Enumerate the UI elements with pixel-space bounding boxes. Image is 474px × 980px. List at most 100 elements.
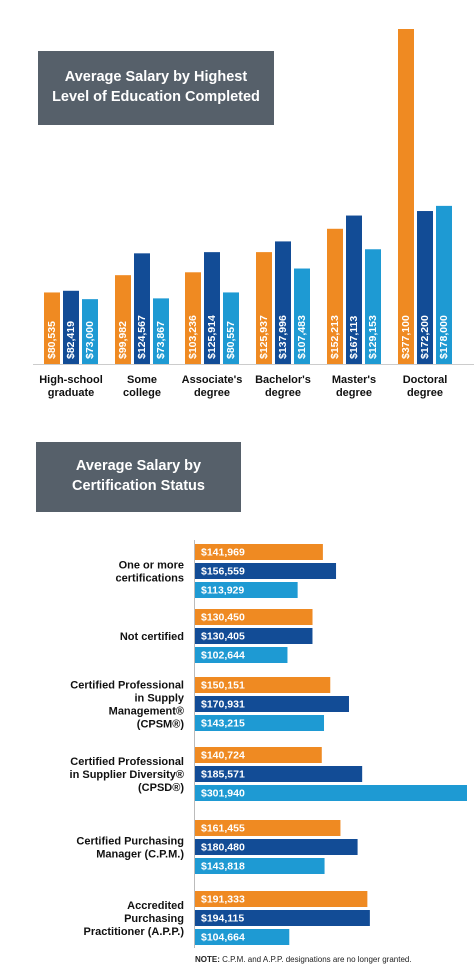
bar (195, 544, 323, 560)
bar (195, 820, 341, 836)
bar (195, 677, 331, 693)
category-label-line: Certified Purchasing (76, 836, 184, 848)
bar (346, 215, 362, 364)
bar (256, 252, 272, 364)
category-label-line: Associate's (182, 374, 243, 386)
category-label: Associate's degree (182, 374, 243, 399)
bar-value-label: $104,664 (201, 931, 245, 943)
bar (195, 910, 370, 926)
note-text: C.P.M. and A.P.P. designations are no lo… (219, 955, 412, 964)
category-label-line: Some (127, 374, 157, 386)
bar (134, 253, 150, 364)
category-label: Master's degree (332, 374, 376, 399)
category-label-line: Doctoral (403, 374, 448, 386)
category-label: Some college (123, 374, 161, 399)
bar (195, 891, 368, 907)
bar-value-label: $185,571 (201, 768, 245, 780)
bar-value-label: $103,236 (187, 315, 199, 359)
category-label-line: Manager (C.P.M.) (96, 849, 184, 861)
bar-value-label: $99,982 (117, 321, 129, 359)
category-label-line: Purchasing (124, 913, 184, 925)
bar (195, 696, 349, 712)
bar-value-label: $156,559 (201, 565, 245, 577)
bar-value-label: $141,969 (201, 546, 245, 558)
bar-value-label: $130,405 (201, 630, 245, 642)
bar-value-label: $107,483 (296, 315, 308, 359)
category-label-line: Certified Professional (70, 680, 184, 692)
chart-note: NOTE: C.P.M. and A.P.P. designations are… (195, 955, 412, 964)
bar (195, 609, 313, 625)
bar-value-label: $152,213 (329, 315, 341, 359)
bar-value-label: $124,567 (136, 315, 148, 359)
bar-value-label: $377,100 (400, 315, 412, 359)
category-label-line: graduate (48, 387, 94, 399)
category-label-line: in Supplier Diversity® (70, 769, 184, 781)
bar (365, 249, 381, 364)
bar (195, 766, 363, 782)
category-label-line: Practitioner (A.P.P.) (84, 926, 185, 938)
category-label-line: One or more (119, 560, 184, 572)
bar-value-label: $194,115 (201, 912, 244, 924)
category-label: Doctoral degree (403, 374, 448, 399)
bar-value-label: $113,929 (201, 584, 244, 596)
category-label: High-school graduate (39, 374, 103, 399)
category-label-line: in Supply (135, 693, 185, 705)
category-label-line: degree (194, 387, 230, 399)
bar-value-label: $167,113 (348, 316, 360, 359)
bar-value-label: $161,455 (201, 822, 245, 834)
bar-value-label: $180,480 (201, 841, 245, 853)
bar-value-label: $191,333 (201, 893, 245, 905)
category-label: One or more certifications (116, 560, 184, 585)
bar-value-label: $80,557 (225, 321, 237, 359)
bar (223, 292, 239, 364)
category-label-line: (CPSD®) (138, 782, 184, 794)
note-label: NOTE: (195, 955, 220, 964)
bar (195, 715, 325, 731)
bar (327, 228, 343, 364)
category-label-line: Management® (109, 706, 184, 718)
bar (44, 292, 60, 364)
category-label: Not certified (120, 631, 184, 643)
bar (153, 298, 169, 364)
education-chart-title: Average Salary by Highest Level of Educa… (38, 51, 274, 125)
bar (195, 628, 313, 644)
bar (204, 252, 220, 364)
bar-value-label: $301,940 (201, 787, 245, 799)
bar-value-label: $137,996 (277, 315, 289, 359)
category-label-line: Bachelor's (255, 374, 311, 386)
bar-value-label: $170,931 (201, 698, 245, 710)
bar (195, 858, 325, 874)
bar-value-label: $150,151 (201, 679, 245, 691)
bar (195, 647, 288, 663)
bar-value-label: $143,818 (201, 860, 245, 872)
category-label: Certified Purchasing Manager (C.P.M.) (76, 836, 184, 861)
bar-value-label: $73,867 (155, 321, 167, 359)
category-label: Certified Professional in Supplier Divers… (70, 756, 185, 794)
category-label-line: degree (407, 387, 443, 399)
bar-value-label: $140,724 (201, 749, 245, 761)
bar (195, 929, 290, 945)
bar-value-label: $143,215 (201, 717, 245, 729)
category-label-line: Accredited (127, 900, 184, 912)
bar (398, 29, 414, 364)
bar-value-label: $125,914 (206, 315, 218, 359)
category-label-line: Certified Professional (70, 756, 184, 768)
bar (294, 268, 310, 364)
category-label: Accredited Purchasing Practitioner (A.P.P.… (84, 900, 185, 938)
bar (275, 241, 291, 364)
category-label-line: degree (265, 387, 301, 399)
category-label-line: degree (336, 387, 372, 399)
bar (417, 211, 433, 364)
category-label: Bachelor's degree (255, 374, 311, 399)
bar (195, 839, 358, 855)
bar-value-label: $125,937 (258, 315, 270, 359)
bar (185, 272, 201, 364)
bar-value-label: $172,200 (419, 315, 431, 359)
bar (195, 747, 322, 763)
category-label-line: college (123, 387, 161, 399)
bar-value-label: $82,419 (65, 321, 77, 359)
category-label-line: Master's (332, 374, 376, 386)
bar (436, 205, 452, 364)
bar-value-label: $73,000 (84, 321, 96, 359)
